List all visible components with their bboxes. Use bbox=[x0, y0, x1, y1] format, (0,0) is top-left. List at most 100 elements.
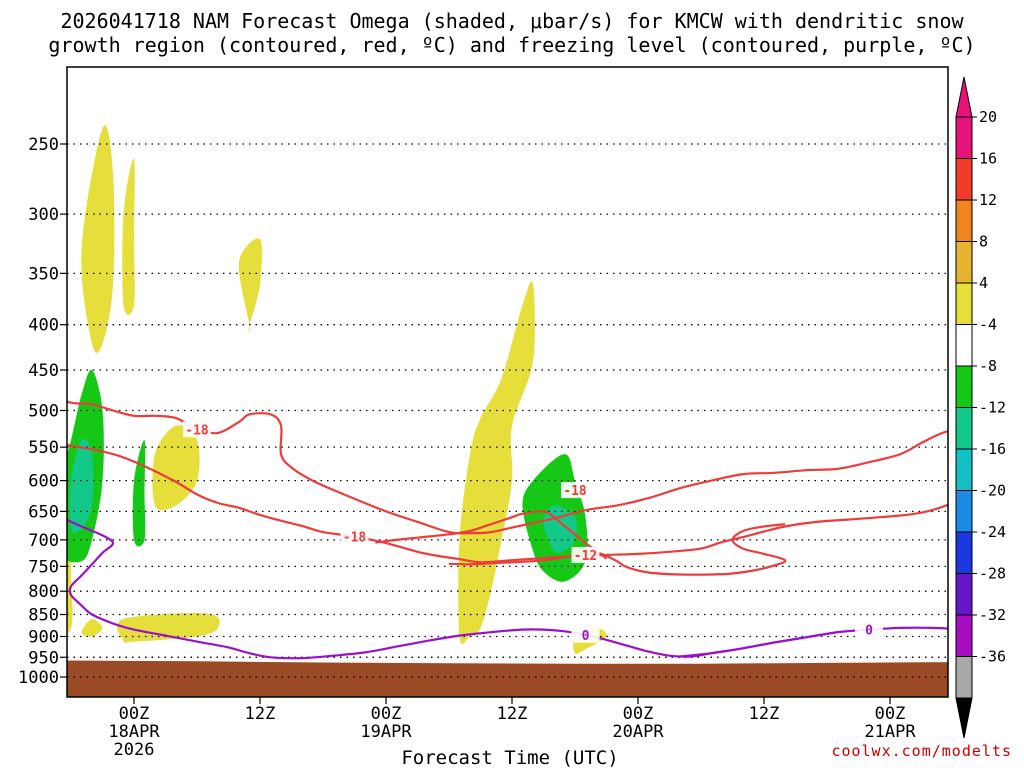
contour-layer bbox=[67, 400, 948, 660]
chart-title-line-2: growth region (contoured, red, ºC) and f… bbox=[48, 33, 975, 57]
red-contour-0 bbox=[67, 400, 948, 535]
colorbar-bin-16 bbox=[955, 158, 973, 201]
y-tick-label-800: 800 bbox=[28, 582, 59, 602]
y-tick-label-950: 950 bbox=[28, 648, 59, 668]
colorbar-label-12: 12 bbox=[979, 191, 997, 209]
red-contour-label-bg bbox=[340, 528, 369, 545]
colorbar-bin-4 bbox=[955, 282, 973, 325]
red-contour-label-text: -18 bbox=[563, 484, 587, 499]
y-tick-label-850: 850 bbox=[28, 606, 59, 626]
y-tick-label-700: 700 bbox=[28, 531, 59, 551]
x-tick-label-0-1: 18APR bbox=[108, 722, 160, 742]
x-tick-label-1-0: 12Z bbox=[245, 704, 276, 724]
ground-fill bbox=[67, 659, 948, 697]
y-tick-label-500: 500 bbox=[28, 402, 59, 422]
omega-region-2 bbox=[28, 281, 52, 489]
purple-contour-label-text: 0 bbox=[865, 624, 873, 639]
red-contour-label-bg bbox=[561, 482, 589, 499]
colorbar-label--4: -4 bbox=[979, 316, 997, 334]
y-tick-label-450: 450 bbox=[28, 361, 59, 381]
y-tick-label-550: 550 bbox=[28, 438, 59, 458]
x-tick-label-0-2: 2026 bbox=[114, 740, 155, 760]
omega-region-5 bbox=[238, 238, 263, 332]
y-tick-label-400: 400 bbox=[28, 316, 59, 336]
y-tick-label-750: 750 bbox=[28, 557, 59, 577]
x-tick-label-5-0: 12Z bbox=[749, 704, 780, 724]
omega-region-8 bbox=[81, 618, 103, 637]
red-contour-label-bg bbox=[183, 421, 211, 438]
red-contour-label-text: -18 bbox=[185, 423, 209, 438]
y-tick-label-1000: 1000 bbox=[18, 668, 59, 688]
red-contour-label-3: -12 bbox=[571, 546, 600, 564]
x-tick-label-6-0: 00Z bbox=[875, 704, 906, 724]
colorbar-bin--16 bbox=[955, 448, 973, 491]
red-contour-label-text: -12 bbox=[574, 549, 597, 564]
colorbar-label-4: 4 bbox=[979, 274, 988, 292]
contour-labels: -18 -18 -18 -12 0 0 bbox=[183, 421, 883, 644]
colorbar-label--32: -32 bbox=[979, 606, 1006, 624]
colorbar-bin-8 bbox=[955, 241, 973, 284]
colorbar-bin--28 bbox=[955, 573, 973, 616]
y-tick-label-250: 250 bbox=[28, 135, 59, 155]
colorbar-label--16: -16 bbox=[979, 440, 1006, 458]
purple-contour-label-text: 0 bbox=[582, 629, 590, 644]
colorbar: 20 16 12 8 4 -4 -8 -12 -16 -20 -24 -28 -32 -36 bbox=[955, 76, 1006, 739]
chart-title-line-1: 2026041718 NAM Forecast Omega (shaded, μ… bbox=[60, 9, 964, 33]
colorbar-bin--36 bbox=[955, 656, 973, 699]
red-contour-label-text: -18 bbox=[343, 531, 367, 546]
x-tick-label-3-0: 12Z bbox=[497, 704, 528, 724]
colorbar-label--8: -8 bbox=[979, 357, 997, 375]
plot-frame bbox=[66, 66, 949, 698]
purple-contour-label-bg bbox=[571, 626, 600, 643]
colorbar-label--20: -20 bbox=[979, 482, 1006, 500]
omega-region-17 bbox=[543, 505, 578, 554]
colorbar-label-20: 20 bbox=[979, 108, 997, 126]
omega-region-7 bbox=[116, 613, 220, 643]
x-tick-label-2-1: 19APR bbox=[360, 722, 412, 742]
red-contour-1 bbox=[67, 444, 948, 564]
colorbar-bottom-arrow bbox=[955, 697, 973, 739]
red-contour-2 bbox=[375, 510, 608, 560]
colorbar-bin--24 bbox=[955, 531, 973, 574]
colorbar-bin-20 bbox=[955, 116, 973, 159]
x-tick-label-0-0: 00Z bbox=[119, 704, 150, 724]
colorbar-bin--32 bbox=[955, 614, 973, 657]
omega-region-3 bbox=[81, 125, 115, 354]
colorbar-label--12: -12 bbox=[979, 399, 1006, 417]
colorbar-bin--12 bbox=[955, 407, 973, 450]
purple-contour-label-bg bbox=[855, 621, 883, 638]
ground-surface bbox=[67, 656, 948, 697]
colorbar-bin-12 bbox=[955, 199, 973, 242]
y-tick-label-350: 350 bbox=[28, 264, 59, 284]
omega-region-4 bbox=[122, 158, 135, 315]
colorbar-label-8: 8 bbox=[979, 233, 988, 251]
colorbar-label--36: -36 bbox=[979, 648, 1006, 666]
y-tick-label-650: 650 bbox=[28, 502, 59, 522]
omega-region-15 bbox=[132, 439, 146, 547]
colorbar-top-arrow bbox=[955, 76, 973, 118]
colorbar-bin--4 bbox=[955, 324, 973, 367]
y-tick-label-600: 600 bbox=[28, 472, 59, 492]
red-contour-3 bbox=[448, 523, 787, 576]
x-tick-label-6-1: 21APR bbox=[864, 722, 916, 742]
purple-contour-label-1: 0 bbox=[855, 621, 883, 639]
colorbar-label--24: -24 bbox=[979, 523, 1006, 541]
credit-text: coolwx.com/modelts bbox=[831, 742, 1012, 760]
red-contour-label-1: -18 bbox=[340, 528, 369, 546]
y-tick-label-900: 900 bbox=[28, 627, 59, 647]
colorbar-bin--20 bbox=[955, 490, 973, 533]
purple-contour-0 bbox=[67, 518, 948, 660]
purple-contour-label-0: 0 bbox=[571, 626, 600, 644]
colorbar-label-16: 16 bbox=[979, 150, 997, 168]
colorbar-label--28: -28 bbox=[979, 565, 1006, 583]
omega-region-9 bbox=[458, 281, 536, 644]
x-tick-label-4-1: 20APR bbox=[612, 722, 664, 742]
red-contour-label-0: -18 bbox=[183, 421, 211, 438]
purple-contour-1 bbox=[679, 631, 838, 658]
x-axis-label: Forecast Time (UTC) bbox=[401, 747, 618, 768]
colorbar-bin--8 bbox=[955, 365, 973, 408]
x-tick-label-2-0: 00Z bbox=[371, 704, 402, 724]
y-tick-label-300: 300 bbox=[28, 205, 59, 225]
